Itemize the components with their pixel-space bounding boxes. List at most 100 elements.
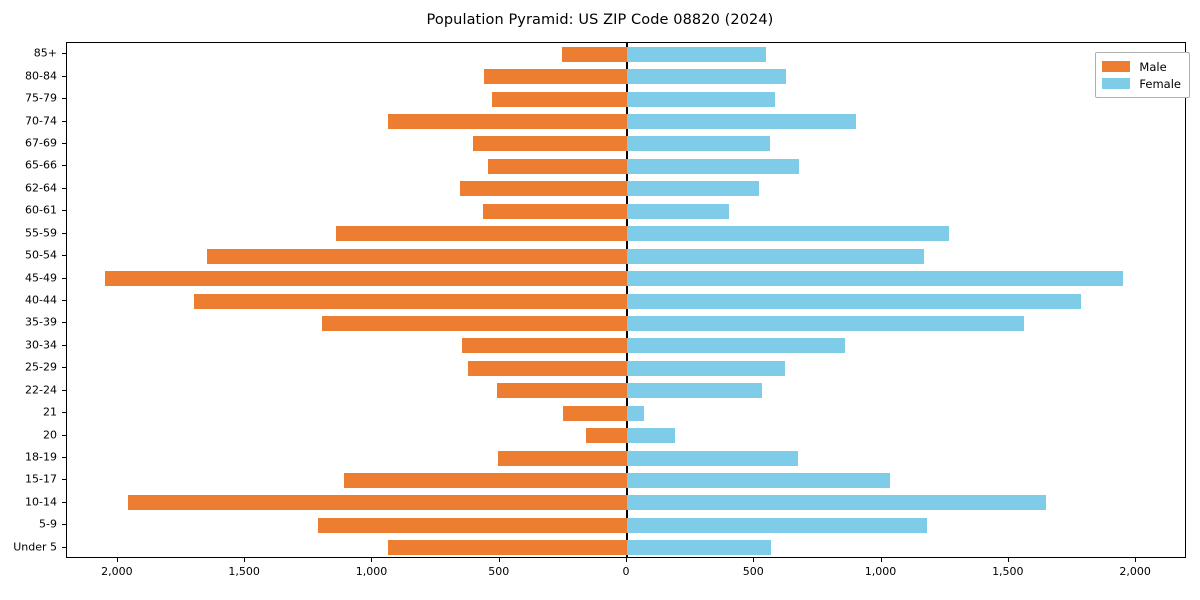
bar-female bbox=[627, 360, 785, 376]
legend-swatch bbox=[1102, 61, 1131, 72]
bar-male bbox=[387, 540, 627, 556]
y-tick-mark bbox=[62, 98, 66, 100]
y-tick-mark bbox=[62, 546, 66, 548]
y-tick-label: 55-59 bbox=[25, 226, 57, 240]
bar-male bbox=[317, 517, 627, 533]
x-axis: 2,000 1,500 1,000 500 0 500 1,000 1,500 2,000 bbox=[66, 558, 1186, 598]
bar-female bbox=[627, 293, 1082, 309]
y-tick-mark bbox=[62, 53, 66, 55]
zero-axis-line bbox=[626, 43, 628, 557]
x-tick-label: 0 bbox=[622, 565, 630, 578]
x-tick-label: 1,500 bbox=[992, 565, 1024, 578]
bar-female bbox=[627, 114, 857, 130]
y-tick-mark bbox=[62, 344, 66, 346]
bar-male bbox=[467, 360, 627, 376]
bar-female bbox=[627, 69, 787, 85]
y-tick-label: 85+ bbox=[33, 46, 57, 60]
legend-label: Male bbox=[1139, 59, 1167, 74]
y-tick-label: 40-44 bbox=[25, 293, 57, 307]
y-tick-mark bbox=[62, 501, 66, 503]
x-tick-label: 1,000 bbox=[864, 565, 897, 578]
bar-female bbox=[627, 495, 1046, 511]
x-tick-mark bbox=[244, 558, 246, 562]
y-tick-label: Under 5 bbox=[13, 540, 57, 554]
bar-female bbox=[627, 271, 1124, 287]
y-tick-label: 80-84 bbox=[25, 69, 57, 83]
bar-male bbox=[207, 248, 627, 264]
bar-female bbox=[627, 405, 645, 421]
bar-male bbox=[105, 271, 627, 287]
y-tick-label: 10-14 bbox=[25, 495, 57, 509]
y-tick-mark bbox=[62, 142, 66, 144]
bar-female bbox=[627, 472, 891, 488]
bar-male bbox=[335, 226, 627, 242]
x-tick-mark bbox=[753, 558, 755, 562]
y-tick-label: 20 bbox=[43, 428, 57, 442]
bar-female bbox=[627, 383, 762, 399]
legend-item: Female bbox=[1102, 75, 1181, 92]
y-tick-label: 18-19 bbox=[25, 450, 57, 464]
y-tick-mark bbox=[62, 210, 66, 212]
bar-female bbox=[627, 540, 771, 556]
bar-male bbox=[497, 383, 627, 399]
y-tick-label: 50-54 bbox=[25, 248, 57, 262]
bar-female bbox=[627, 450, 798, 466]
bar-female bbox=[627, 428, 676, 444]
bar-female bbox=[627, 338, 845, 354]
x-tick-mark bbox=[371, 558, 373, 562]
x-tick-label: 1,000 bbox=[355, 565, 388, 578]
bar-male bbox=[483, 203, 627, 219]
x-tick-label: 500 bbox=[742, 565, 764, 578]
bar-male bbox=[498, 450, 627, 466]
bar-male bbox=[321, 315, 627, 331]
y-tick-mark bbox=[62, 255, 66, 257]
y-tick-mark bbox=[62, 165, 66, 167]
bar-male bbox=[473, 136, 627, 152]
bar-male bbox=[460, 181, 627, 197]
y-tick-mark bbox=[62, 120, 66, 122]
x-tick-label: 1,500 bbox=[228, 565, 260, 578]
bar-female bbox=[627, 158, 799, 174]
bar-male bbox=[563, 405, 627, 421]
x-tick-mark bbox=[498, 558, 500, 562]
x-tick-label: 2,000 bbox=[101, 565, 133, 578]
y-tick-label: 60-61 bbox=[25, 203, 57, 217]
bar-male bbox=[484, 69, 627, 85]
y-tick-mark bbox=[62, 232, 66, 234]
y-tick-label: 67-69 bbox=[25, 136, 57, 150]
chart-legend: Male Female bbox=[1095, 52, 1190, 98]
y-tick-mark bbox=[62, 479, 66, 481]
x-tick-label: 500 bbox=[488, 565, 510, 578]
y-tick-label: 22-24 bbox=[25, 383, 57, 397]
plot-area bbox=[66, 42, 1186, 558]
y-tick-mark bbox=[62, 367, 66, 369]
x-tick-mark bbox=[116, 558, 118, 562]
y-tick-label: 30-34 bbox=[25, 338, 57, 352]
bar-male bbox=[586, 428, 627, 444]
bar-female bbox=[627, 46, 766, 62]
y-tick-label: 21 bbox=[43, 405, 57, 419]
bar-female bbox=[627, 203, 729, 219]
y-tick-mark bbox=[62, 277, 66, 279]
x-tick-mark bbox=[1007, 558, 1009, 562]
y-tick-mark bbox=[62, 434, 66, 436]
y-tick-label: 70-74 bbox=[25, 114, 57, 128]
y-axis: 85+ 80-84 75-79 70-74 67-69 65-66 62-64 60-61 55… bbox=[0, 42, 66, 558]
bar-female bbox=[627, 248, 924, 264]
x-tick-mark bbox=[626, 558, 627, 562]
bar-female bbox=[627, 91, 775, 107]
bar-male bbox=[492, 91, 627, 107]
bar-male bbox=[194, 293, 627, 309]
bar-female bbox=[627, 517, 928, 533]
y-tick-label: 65-66 bbox=[25, 158, 57, 172]
bar-female bbox=[627, 315, 1025, 331]
y-tick-label: 35-39 bbox=[25, 315, 57, 329]
bar-male bbox=[461, 338, 627, 354]
bar-male bbox=[488, 158, 627, 174]
legend-label: Female bbox=[1139, 76, 1181, 91]
x-tick-label: 2,000 bbox=[1119, 565, 1151, 578]
bar-female bbox=[627, 226, 949, 242]
y-tick-mark bbox=[62, 75, 66, 77]
y-tick-label: 5-9 bbox=[39, 517, 57, 531]
y-tick-mark bbox=[62, 187, 66, 189]
